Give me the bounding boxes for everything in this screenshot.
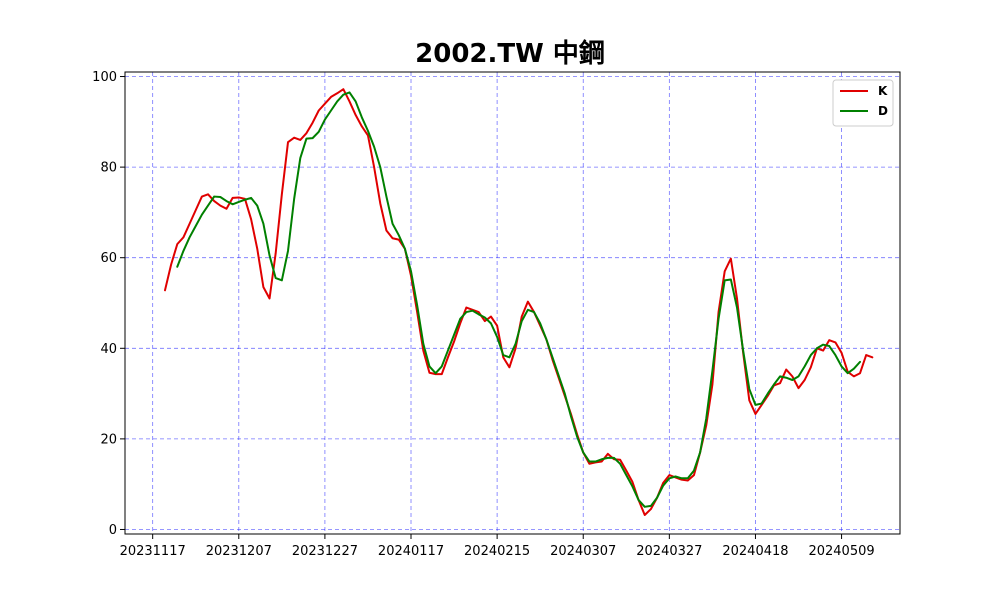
y-tick-label: 0 <box>109 523 117 538</box>
x-tick-label: 20240327 <box>636 544 702 559</box>
y-tick-label: 20 <box>100 432 117 447</box>
series-line-d <box>176 91 862 508</box>
x-tick-label: 20231207 <box>206 544 272 559</box>
x-tick-label: 20231117 <box>120 544 186 559</box>
x-tick-label: 20240215 <box>464 544 530 559</box>
axes: 0 20 40 60 80 100 20231117 20231207 20231227 2024… <box>92 70 874 559</box>
y-tick-label: 80 <box>100 161 117 176</box>
x-tick-label: 20240117 <box>378 544 444 559</box>
x-tick-label: 20240509 <box>808 544 874 559</box>
legend: K D <box>832 79 894 127</box>
plot-frame <box>124 71 901 535</box>
x-tick-label: 20231227 <box>292 544 358 559</box>
y-tick-label: 60 <box>100 251 117 266</box>
x-tick-label: 20240307 <box>550 544 616 559</box>
chart-title: 2002.TW 中鋼 <box>415 39 605 69</box>
y-tick-label: 100 <box>92 70 117 85</box>
legend-k-label: K <box>878 84 888 98</box>
y-tick-label: 40 <box>100 342 117 357</box>
series-lines <box>163 88 874 516</box>
legend-d-label: D <box>878 104 888 118</box>
x-tick-label: 20240418 <box>722 544 788 559</box>
